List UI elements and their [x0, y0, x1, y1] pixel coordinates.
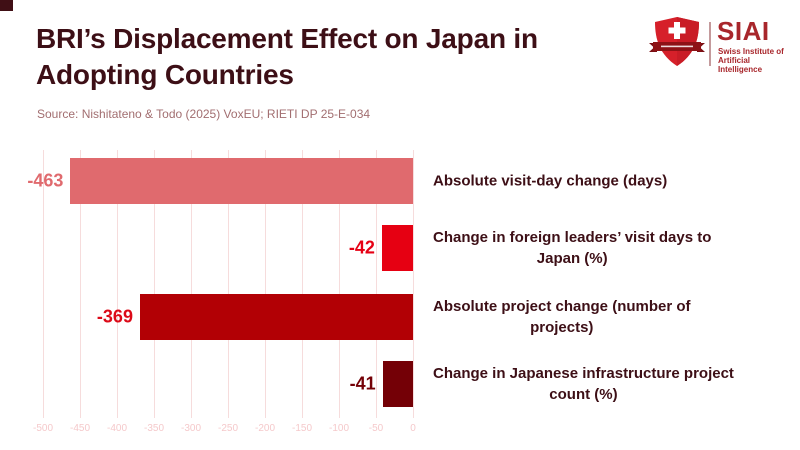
- bar-2: [139, 294, 413, 340]
- x-gridline: [376, 150, 377, 418]
- x-tick-label: -300: [180, 423, 202, 434]
- x-gridline: [117, 150, 118, 418]
- logo-divider: [709, 22, 711, 66]
- logo-subtitle: Swiss Institute of Artificial Intelligen…: [718, 47, 796, 74]
- value-label-3: -41: [349, 373, 376, 394]
- x-tick-label: -400: [106, 423, 128, 434]
- value-label-1: -42: [348, 237, 375, 258]
- value-label-2: -369: [96, 306, 133, 327]
- swiss-shield-icon: [649, 17, 705, 66]
- x-tick-label: -50: [368, 423, 384, 434]
- logo-brand-text: SIAI: [717, 16, 770, 46]
- x-gridline: [80, 150, 81, 418]
- corner-accent-square: [0, 0, 13, 11]
- x-tick-label: -250: [217, 423, 239, 434]
- x-gridline: [265, 150, 266, 418]
- x-tick-label: -200: [254, 423, 276, 434]
- page-title-line1: BRI’s Displacement Effect on Japan in: [36, 23, 538, 54]
- x-tick-label: -450: [69, 423, 91, 434]
- category-label-1: Change in foreign leaders’ visit days to…: [433, 227, 711, 269]
- x-tick-label: 0: [410, 423, 416, 434]
- x-tick-label: -500: [32, 423, 54, 434]
- category-label-line: count (%): [549, 386, 618, 403]
- category-label-line: Japan (%): [536, 250, 608, 267]
- logo-subtitle-line1: Swiss Institute of: [718, 47, 784, 56]
- x-tick-label: -100: [328, 423, 350, 434]
- category-label-line: Change in foreign leaders’ visit days to: [433, 229, 712, 246]
- category-label-line: Change in Japanese infrastructure projec…: [433, 365, 734, 382]
- category-label-0: Absolute visit-day change (days): [433, 171, 667, 192]
- bar-1: [381, 225, 413, 271]
- x-gridline: [228, 150, 229, 418]
- bar-3: [382, 361, 413, 407]
- category-label-line: Absolute project change (number of: [433, 298, 691, 315]
- x-tick-label: -350: [143, 423, 165, 434]
- logo-subtitle-line2: Artificial Intelligence: [718, 56, 763, 74]
- category-label-line: projects): [530, 319, 594, 336]
- x-tick-label: -150: [291, 423, 313, 434]
- x-gridline: [339, 150, 340, 418]
- bar-0: [70, 158, 413, 204]
- x-gridline: [191, 150, 192, 418]
- x-gridline: [302, 150, 303, 418]
- category-label-3: Change in Japanese infrastructure projec…: [433, 363, 734, 405]
- value-label-0: -463: [27, 170, 64, 191]
- x-gridline: [43, 150, 44, 418]
- x-gridline: [413, 150, 414, 418]
- siai-logo: SIAI Swiss Institute of Artificial Intel…: [646, 14, 796, 74]
- source-citation: Source: Nishitateno & Todo (2025) VoxEU;…: [37, 107, 371, 121]
- x-gridline: [154, 150, 155, 418]
- category-label-line: Absolute visit-day change (days): [433, 172, 668, 190]
- page-title: BRI’s Displacement Effect on Japan in Ad…: [36, 21, 636, 93]
- category-label-2: Absolute project change (number of projec…: [433, 296, 691, 338]
- page-title-line2: Adopting Countries: [36, 59, 294, 90]
